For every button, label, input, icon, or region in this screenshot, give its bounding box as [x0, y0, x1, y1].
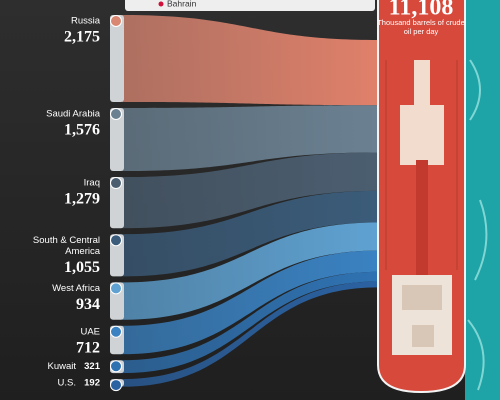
flow-band [122, 250, 378, 355]
flow-band [122, 281, 378, 387]
flag [110, 15, 122, 27]
category-label: South & Central America [33, 235, 101, 257]
category-label: West Africa [52, 283, 101, 294]
node [110, 177, 124, 229]
category-label: Iraq [84, 178, 100, 189]
category-label: Bahrain [167, 0, 197, 8]
value-label: 712 [76, 339, 100, 356]
value-label: 2,175 [64, 29, 100, 46]
value-label: 1,279 [64, 191, 100, 208]
node [110, 15, 124, 102]
total: 11,108 [389, 0, 454, 21]
value-label: 192 [84, 377, 100, 388]
category-label: UAE [80, 326, 100, 337]
category-label: Saudi Arabia [46, 109, 101, 120]
category-label: Kuwait [47, 361, 76, 372]
category-label: U.S. [58, 377, 76, 388]
flag [110, 234, 122, 247]
flow-band [122, 190, 378, 277]
value-label: 1,055 [64, 259, 100, 276]
flow-band [122, 105, 378, 172]
flag [110, 360, 122, 373]
flows: Russia 2,175 Saudi Arabia 1,576 Iraq 1,279 Sou… [33, 15, 378, 392]
value-label: 321 [84, 361, 101, 372]
flow-band [122, 222, 378, 320]
flag [110, 325, 122, 338]
flag [158, 1, 164, 7]
sea [465, 0, 500, 400]
flow-band [122, 152, 378, 229]
category-label: Russia [71, 16, 101, 27]
flow-band [122, 271, 378, 374]
flag [110, 177, 122, 190]
waves [467, 59, 488, 391]
flag [110, 379, 122, 392]
node [110, 108, 124, 172]
flag [110, 108, 122, 120]
flag [110, 282, 122, 295]
bahrain-band [125, 0, 375, 11]
subtitle: Thousand barrels of crude oil per day [377, 18, 465, 36]
ship [377, 0, 466, 394]
value-label: 934 [76, 296, 100, 313]
value-label: 1,576 [64, 122, 100, 139]
flow-band [122, 15, 378, 106]
